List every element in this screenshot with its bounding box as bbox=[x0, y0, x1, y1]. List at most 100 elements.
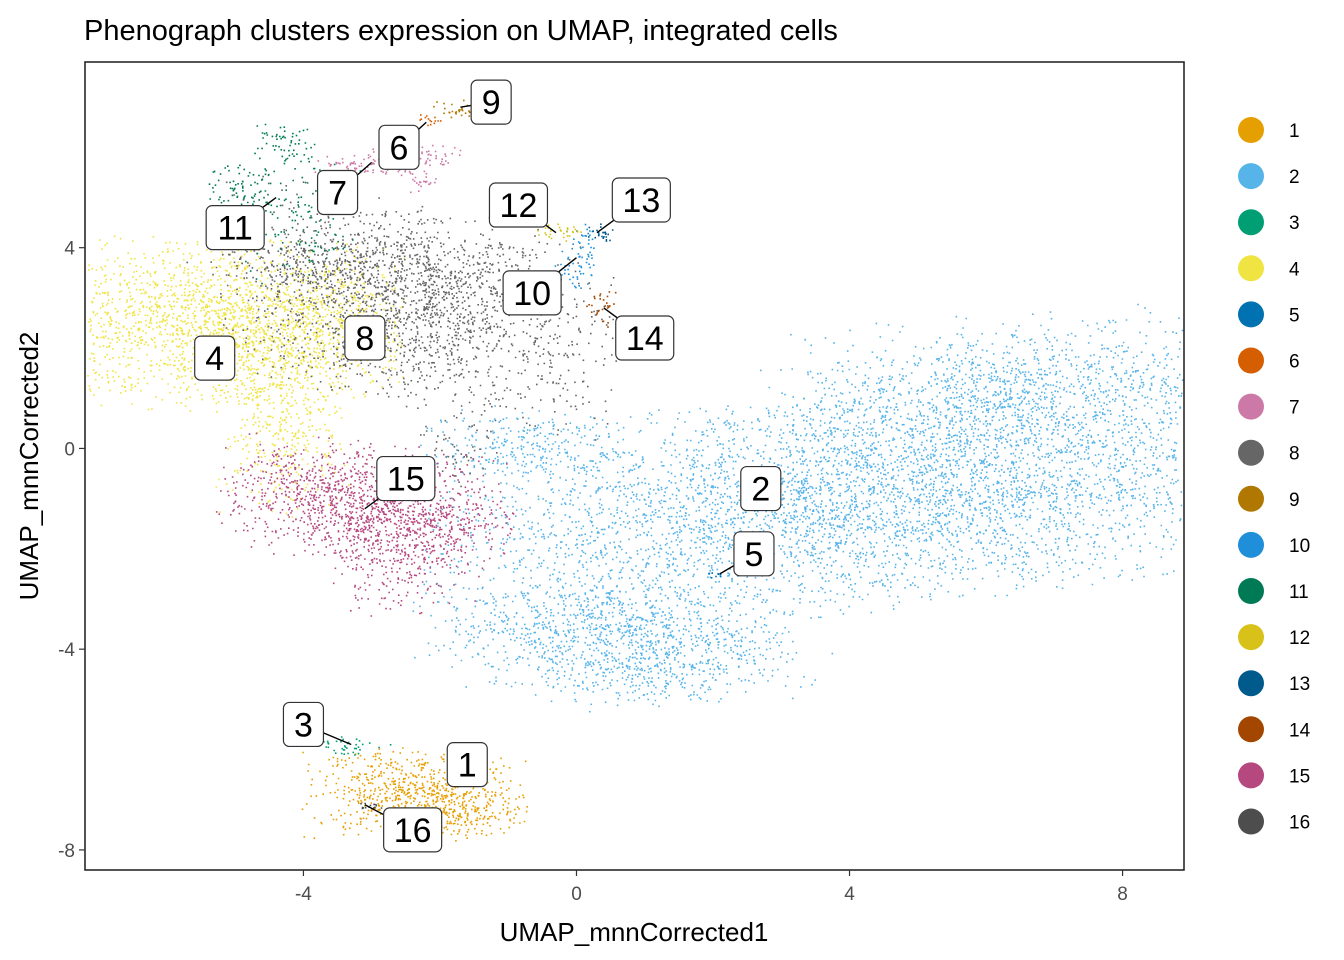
data-points bbox=[87, 99, 1184, 843]
cluster-label-5-box bbox=[733, 531, 775, 577]
legend-swatch-7 bbox=[1238, 393, 1264, 420]
cluster-label-16-text: 16 bbox=[394, 812, 432, 850]
cluster-6-points bbox=[419, 114, 442, 127]
cluster-3-point-cloud bbox=[314, 736, 392, 756]
cluster-16-points bbox=[360, 802, 383, 810]
cluster-label-7-box bbox=[316, 169, 359, 216]
legend-swatch-15 bbox=[1238, 762, 1264, 789]
legend-label-3: 3 bbox=[1289, 213, 1300, 234]
legend-label-1: 1 bbox=[1289, 121, 1300, 142]
legend-label-5: 5 bbox=[1289, 305, 1300, 326]
cluster-label-8-text: 8 bbox=[355, 320, 374, 358]
cluster-13-points bbox=[588, 223, 614, 242]
cluster-label-5-text: 5 bbox=[744, 536, 763, 574]
legend-label-12: 12 bbox=[1289, 628, 1310, 649]
cluster-label-9-box bbox=[470, 79, 512, 125]
cluster-label-16: 16 bbox=[364, 804, 443, 853]
legend-item-14: 14 bbox=[1238, 716, 1311, 743]
cluster-label-14: 14 bbox=[603, 307, 675, 361]
legend-item-7: 7 bbox=[1238, 393, 1300, 420]
legend-swatch-5 bbox=[1238, 301, 1264, 328]
cluster-label-15: 15 bbox=[364, 455, 436, 510]
legend-label-4: 4 bbox=[1289, 259, 1300, 280]
cluster-label-14-box bbox=[615, 315, 675, 361]
legend-label-7: 7 bbox=[1289, 398, 1300, 419]
legend-label-6: 6 bbox=[1289, 352, 1300, 373]
cluster-label-7: 7 bbox=[316, 161, 373, 216]
cluster-label-14-text: 14 bbox=[626, 320, 664, 358]
cluster-5-points bbox=[708, 572, 722, 579]
cluster-13-point-cloud bbox=[588, 223, 614, 242]
cluster-label-6-box bbox=[378, 124, 420, 170]
legend-swatch-4 bbox=[1238, 255, 1264, 282]
legend-item-8: 8 bbox=[1238, 439, 1300, 466]
cluster-label-4: 4 bbox=[194, 335, 236, 381]
x-axis-ticks: -4 0 4 8 bbox=[295, 870, 1128, 905]
legend-item-1: 1 bbox=[1238, 117, 1300, 143]
x-axis-title: UMAP_mnnCorrected1 bbox=[500, 917, 769, 947]
y-tick-label: 4 bbox=[64, 239, 75, 260]
cluster-label-11: 11 bbox=[205, 196, 277, 251]
cluster-label-10: 10 bbox=[502, 257, 577, 316]
legend-swatch-6 bbox=[1238, 347, 1264, 374]
legend-item-9: 9 bbox=[1238, 485, 1300, 512]
legend-item-12: 12 bbox=[1238, 624, 1310, 651]
legend-swatch-2 bbox=[1238, 163, 1264, 190]
cluster-label-3-text: 3 bbox=[294, 706, 313, 744]
cluster-label-8-box bbox=[344, 315, 386, 361]
legend-swatch-3 bbox=[1238, 209, 1264, 236]
cluster-1-point-cloud bbox=[301, 747, 528, 843]
cluster-label-15-box bbox=[376, 455, 436, 502]
cluster-12-point-cloud bbox=[537, 223, 582, 242]
cluster-10-points bbox=[549, 223, 595, 289]
cluster-5-point-cloud bbox=[708, 572, 722, 579]
cluster-9-point-cloud bbox=[433, 99, 480, 119]
cluster-label-4-text: 4 bbox=[205, 340, 224, 378]
legend-item-16: 16 bbox=[1238, 808, 1310, 835]
legend-item-3: 3 bbox=[1238, 209, 1300, 236]
cluster-label-2-text: 2 bbox=[751, 471, 770, 509]
cluster-label-13: 13 bbox=[596, 177, 671, 234]
y-tick-label: -4 bbox=[58, 640, 75, 661]
legend-swatch-14 bbox=[1238, 716, 1264, 743]
cluster-label-11-text: 11 bbox=[218, 210, 253, 248]
legend-item-2: 2 bbox=[1238, 163, 1300, 190]
cluster-16-point-cloud bbox=[360, 802, 383, 810]
legend-label-10: 10 bbox=[1289, 536, 1310, 557]
cluster-label-12: 12 bbox=[488, 182, 557, 234]
cluster-label-13-box bbox=[611, 177, 671, 223]
chart-title: Phenograph clusters expression on UMAP, … bbox=[84, 15, 838, 47]
cluster-label-9: 9 bbox=[460, 79, 512, 125]
cluster-label-5: 5 bbox=[719, 531, 775, 577]
legend-item-5: 5 bbox=[1238, 301, 1300, 328]
legend-label-2: 2 bbox=[1289, 167, 1300, 188]
legend-swatch-8 bbox=[1238, 439, 1264, 466]
cluster-9-points bbox=[433, 99, 480, 119]
y-tick-label: 0 bbox=[64, 439, 75, 460]
legend-swatch-16 bbox=[1238, 808, 1264, 835]
cluster-3-points bbox=[314, 736, 392, 756]
legend-label-9: 9 bbox=[1289, 490, 1300, 511]
cluster-label-1-text: 1 bbox=[458, 747, 477, 785]
cluster-label-2: 2 bbox=[740, 465, 782, 512]
legend-label-14: 14 bbox=[1289, 720, 1311, 741]
cluster-1-points bbox=[301, 747, 528, 843]
legend-item-4: 4 bbox=[1238, 255, 1300, 282]
cluster-label-1: 1 bbox=[446, 742, 488, 788]
cluster-label-2-box bbox=[740, 465, 782, 512]
legend-swatch-9 bbox=[1238, 485, 1264, 512]
legend-item-15: 15 bbox=[1238, 762, 1310, 789]
legend-label-8: 8 bbox=[1289, 444, 1300, 465]
plot-panel-border bbox=[84, 61, 1185, 871]
legend-label-13: 13 bbox=[1289, 674, 1310, 695]
legend-label-16: 16 bbox=[1289, 813, 1310, 834]
cluster-label-10-box bbox=[502, 270, 562, 316]
legend-swatch-12 bbox=[1238, 624, 1264, 651]
legend-item-6: 6 bbox=[1238, 347, 1300, 374]
cluster-7-points bbox=[314, 144, 462, 194]
cluster-label-13-text: 13 bbox=[622, 182, 660, 220]
x-tick-label: 8 bbox=[1117, 884, 1128, 905]
